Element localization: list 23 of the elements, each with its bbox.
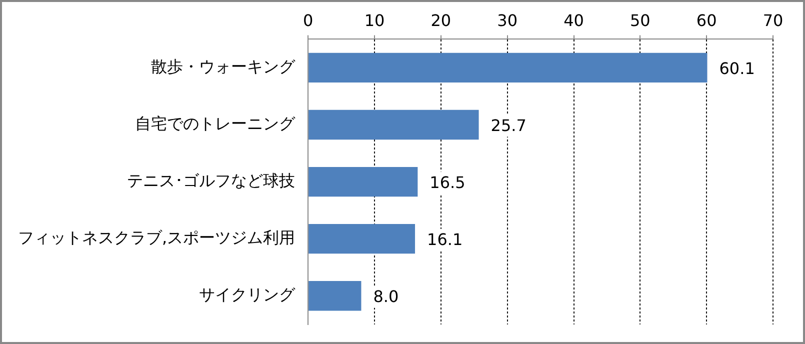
x-tick-label: 50 [630, 10, 650, 30]
x-tick-label: 10 [364, 10, 385, 30]
y-tick-label: サイクリング [199, 285, 296, 304]
bar [308, 52, 708, 83]
data-label: 8.0 [373, 287, 399, 306]
bar [308, 166, 418, 197]
bar [308, 224, 416, 254]
y-tick-label: テニス･ゴルフなど球技 [127, 170, 296, 190]
y-tick-label: 散歩・ウォーキング [151, 56, 296, 76]
data-label: 16.5 [430, 172, 466, 192]
data-label: 25.7 [490, 116, 526, 135]
x-tick-label: 30 [497, 10, 518, 30]
bar [308, 110, 479, 140]
y-tick-label: フィットネスクラブ,スポーツジム利用 [18, 228, 296, 247]
bar [308, 281, 362, 311]
data-label: 60.1 [719, 58, 755, 78]
x-tick-label: 20 [430, 10, 452, 30]
y-tick-label: 自宅でのトレーニング [135, 114, 296, 133]
x-tick-label: 0 [302, 10, 314, 30]
x-tick-label: 40 [564, 10, 584, 30]
x-tick-label: 60 [696, 10, 717, 30]
x-tick-label: 70 [762, 10, 784, 30]
data-label: 16.1 [427, 230, 463, 249]
